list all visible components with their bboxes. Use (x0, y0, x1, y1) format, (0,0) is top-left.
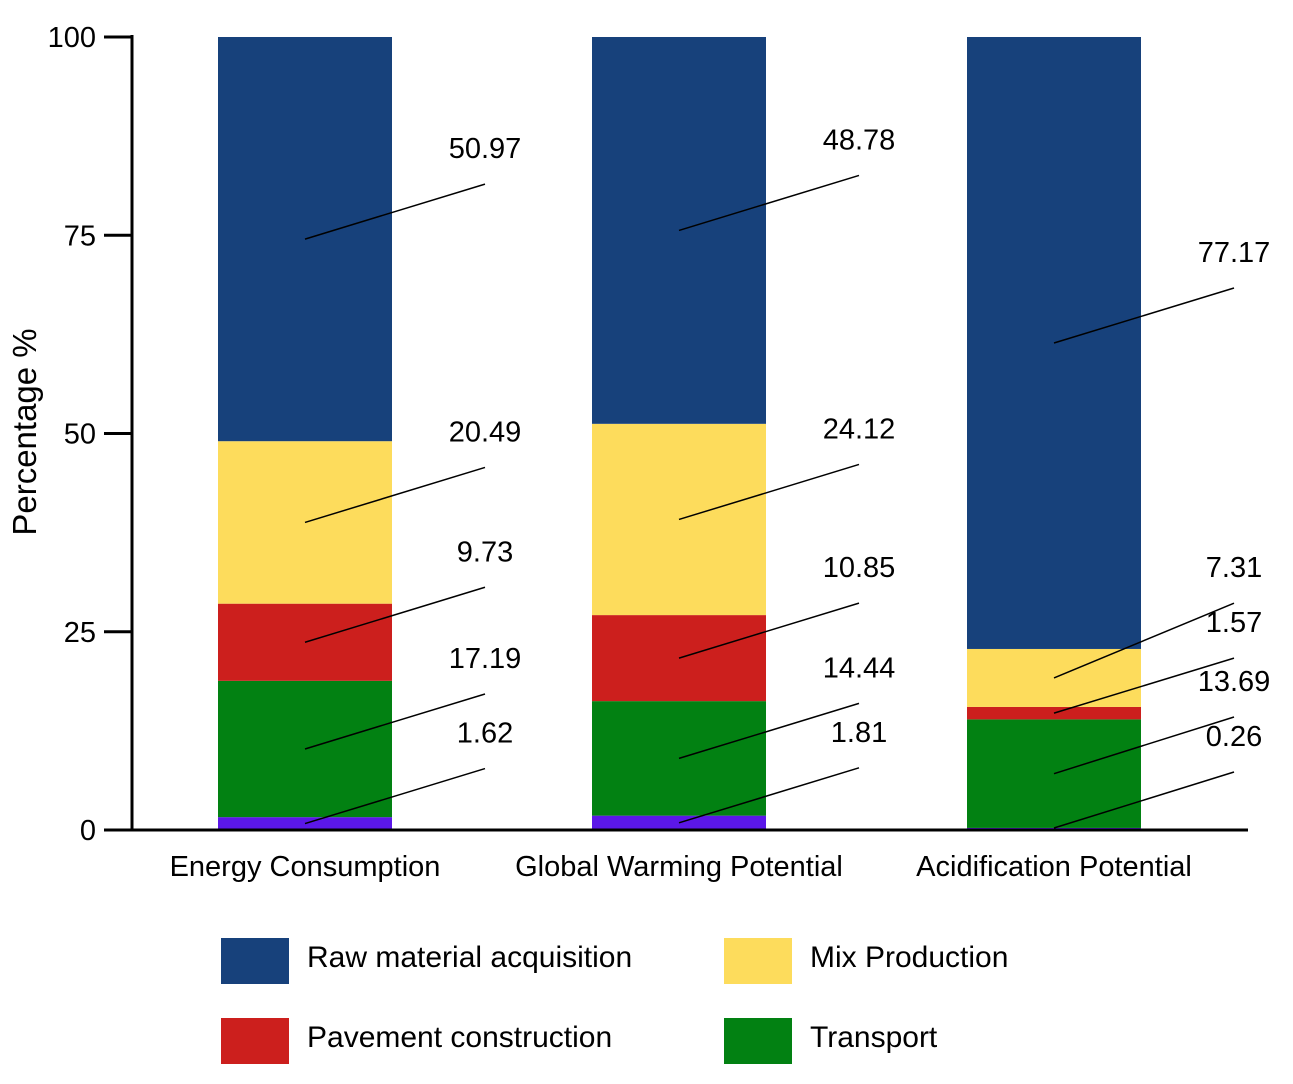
legend-swatch (724, 938, 792, 984)
leader-line (1053, 771, 1235, 829)
data-label: 17.19 (449, 643, 522, 675)
y-axis-label: Percentage % (6, 328, 43, 535)
y-tick-label: 50 (64, 419, 96, 451)
data-label: 13.69 (1198, 666, 1271, 698)
legend-label: Pavement construction (307, 1021, 612, 1054)
leader-line (304, 586, 486, 643)
data-label: 50.97 (449, 133, 522, 165)
legend-swatch (724, 1018, 792, 1064)
legend-item: Transport (724, 1018, 938, 1064)
leader-line (678, 463, 860, 521)
leader-line (304, 466, 486, 524)
bar-segment (592, 423, 766, 616)
legend-item: Pavement construction (221, 1018, 612, 1064)
leader-line (1053, 657, 1235, 714)
leader-line (304, 693, 486, 750)
leader-line (1053, 716, 1235, 775)
legend-swatch (221, 1018, 289, 1064)
y-tick-label: 0 (80, 815, 96, 847)
x-tick-label: Energy Consumption (170, 851, 441, 883)
legend-label: Mix Production (810, 941, 1008, 974)
data-label: 1.81 (831, 717, 887, 749)
legend-label: Raw material acquisition (307, 941, 632, 974)
data-label: 10.85 (823, 552, 896, 584)
leader-line (1053, 287, 1235, 344)
y-tick-label: 75 (64, 220, 96, 252)
leader-line (678, 602, 860, 659)
leader-line (678, 767, 860, 824)
x-tick-label: Global Warming Potential (515, 851, 843, 883)
y-tick-label: 25 (64, 617, 96, 649)
legend-swatch (221, 938, 289, 984)
data-label: 7.31 (1206, 552, 1262, 584)
data-label: 0.26 (1206, 721, 1262, 753)
leader-line (1053, 602, 1235, 679)
leader-line (304, 183, 486, 240)
x-tick-label: Acidification Potential (916, 851, 1192, 883)
leader-line (678, 174, 860, 232)
y-tick-label: 100 (48, 22, 96, 54)
data-label: 1.57 (1206, 607, 1262, 639)
data-label: 77.17 (1198, 237, 1271, 269)
data-label: 9.73 (457, 536, 513, 568)
data-label: 48.78 (823, 124, 896, 156)
legend-item: Mix Production (724, 938, 1008, 984)
legend-label: Transport (810, 1021, 938, 1054)
data-label: 14.44 (823, 652, 896, 684)
leader-line (304, 767, 486, 825)
data-label: 24.12 (823, 413, 896, 445)
legend-item: Raw material acquisition (221, 938, 632, 984)
leader-line (678, 702, 860, 760)
data-label: 20.49 (449, 416, 522, 448)
data-label: 1.62 (457, 718, 513, 750)
